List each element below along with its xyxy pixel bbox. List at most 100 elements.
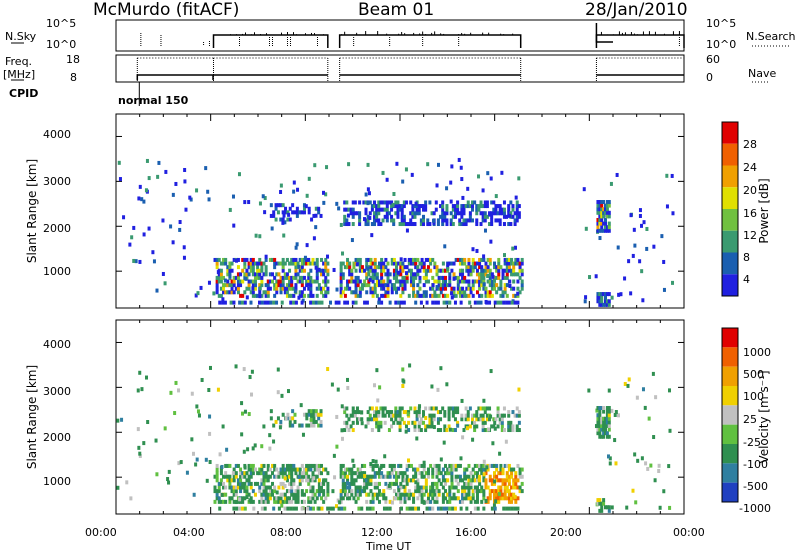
power-cell	[269, 213, 273, 218]
velocity-cell	[518, 471, 522, 476]
velocity-cell	[354, 478, 358, 483]
velocity-cell	[667, 388, 671, 393]
velocity-cell	[428, 413, 432, 418]
velocity-cell	[309, 478, 313, 483]
velocity-cell	[315, 463, 319, 468]
power-cell	[426, 279, 430, 284]
velocity-cell	[335, 414, 339, 419]
velocity-cell	[598, 423, 602, 428]
velocity-cell	[273, 496, 277, 501]
power-cell	[466, 268, 470, 273]
velocity-cell	[598, 409, 602, 414]
velocity-cell	[461, 478, 465, 483]
velocity-cell	[495, 463, 499, 468]
velocity-cell	[345, 413, 349, 418]
power-cell	[285, 257, 289, 262]
velocity-cell	[482, 472, 486, 477]
power-cell	[409, 211, 413, 216]
velocity-cell	[492, 424, 496, 429]
power-cell	[400, 207, 404, 212]
power-cell	[268, 286, 272, 291]
power-cell	[403, 279, 407, 284]
velocity-cell	[312, 419, 316, 424]
power-cell	[339, 290, 343, 295]
power-cell	[302, 210, 306, 215]
power-cell	[239, 293, 243, 298]
power-cell	[409, 200, 413, 205]
power-cell	[497, 261, 501, 266]
velocity-cell	[283, 499, 287, 504]
velocity-cell	[355, 410, 359, 415]
power-cell	[244, 276, 248, 281]
power-cell	[307, 206, 311, 211]
velocity-cell	[236, 463, 240, 468]
velocity-cell	[426, 467, 430, 472]
power-cell	[281, 257, 285, 262]
power-cell	[499, 286, 503, 291]
power-cell	[392, 275, 396, 280]
velocity-cell	[431, 474, 435, 479]
power-cell	[230, 261, 234, 266]
power-cell	[435, 285, 439, 290]
power-cell	[475, 268, 479, 273]
velocity-cell	[415, 417, 419, 422]
freq-trace-early	[136, 74, 214, 80]
power-cell	[441, 275, 445, 280]
power-cell	[194, 293, 198, 298]
power-cell	[497, 272, 501, 277]
power-cell	[390, 218, 394, 223]
power-cell	[462, 211, 466, 216]
velocity-cell	[484, 478, 488, 483]
velocity-cell	[463, 471, 467, 476]
velocity-cell	[343, 471, 347, 476]
power-cell	[268, 257, 272, 262]
power-cell	[433, 265, 437, 270]
power-cell	[416, 265, 420, 270]
velocity-cell	[367, 492, 371, 497]
power-cell	[392, 257, 396, 262]
velocity-cell	[459, 506, 463, 511]
power-cell	[422, 222, 426, 227]
velocity-cell	[302, 474, 306, 479]
velocity-cell	[488, 417, 492, 422]
velocity-cell	[275, 490, 279, 495]
velocity-cell	[288, 496, 292, 501]
power-cell	[426, 268, 430, 273]
power-cell	[339, 272, 343, 277]
power-cell	[448, 279, 452, 284]
power-cell	[607, 302, 611, 307]
power-cell	[358, 211, 362, 216]
velocity-cell	[217, 481, 221, 486]
velocity-cell	[222, 474, 226, 479]
power-cell	[448, 275, 452, 280]
velocity-cell	[441, 406, 445, 411]
velocity-cell	[435, 496, 439, 501]
velocity-cell	[343, 474, 347, 479]
velocity-cell	[330, 382, 334, 387]
power-cell	[419, 218, 423, 223]
power-cell	[315, 286, 319, 291]
power-cell	[475, 222, 479, 227]
power-cell	[452, 290, 456, 295]
velocity-cell	[393, 496, 397, 501]
power-cell	[407, 222, 411, 227]
power-cell	[508, 283, 512, 288]
velocity-cell	[473, 485, 477, 490]
velocity-cell	[399, 499, 403, 504]
power-cell	[502, 200, 506, 205]
velocity-cell	[501, 471, 505, 476]
power-cbar-tick-12: 12	[743, 229, 757, 242]
power-cell	[446, 262, 450, 267]
power-cell	[371, 268, 375, 273]
velocity-cell	[260, 481, 264, 486]
power-cell	[402, 204, 406, 209]
power-cell	[377, 207, 381, 212]
velocity-cell	[397, 485, 401, 490]
velocity-cell	[239, 485, 243, 490]
velocity-cell	[435, 481, 439, 486]
power-cell	[402, 218, 406, 223]
velocity-cell	[215, 463, 219, 468]
velocity-cell	[412, 492, 416, 497]
power-cell	[501, 275, 505, 280]
